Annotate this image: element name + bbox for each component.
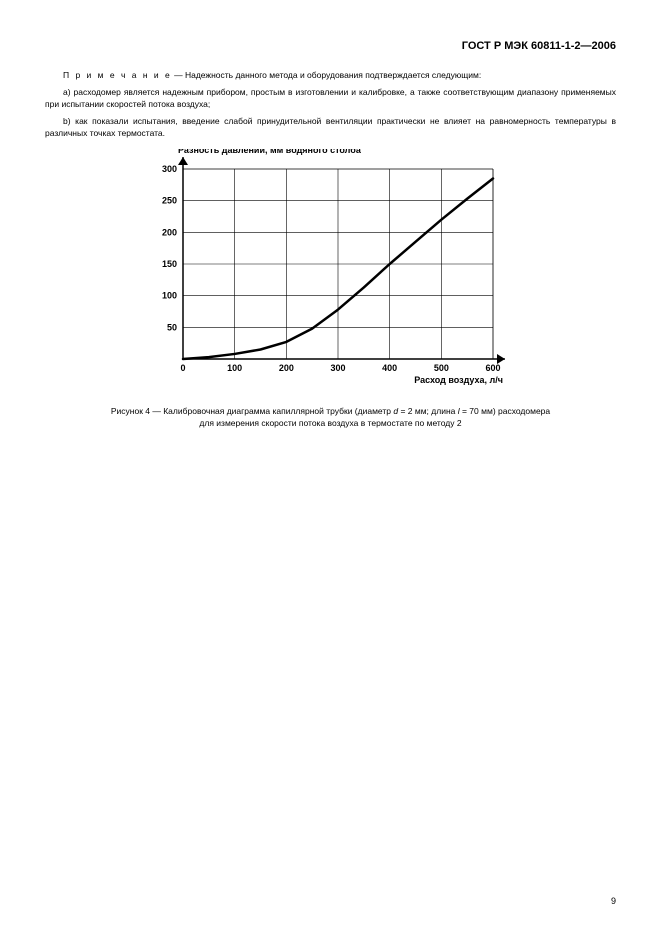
svg-text:150: 150 xyxy=(162,259,177,269)
svg-text:50: 50 xyxy=(167,323,177,333)
svg-text:500: 500 xyxy=(434,363,449,373)
caption-part-3: = 70 мм) расходомера xyxy=(460,406,551,416)
svg-text:400: 400 xyxy=(382,363,397,373)
caption-part-1: Рисунок 4 — Калибровочная диаграмма капи… xyxy=(111,406,394,416)
document-code: ГОСТ Р МЭК 60811-1-2—2006 xyxy=(45,40,616,52)
svg-text:200: 200 xyxy=(162,228,177,238)
note-item-b: b) как показали испытания, введение слаб… xyxy=(45,116,616,139)
note-lead: П р и м е ч а н и е xyxy=(63,70,172,80)
page-number: 9 xyxy=(611,896,616,906)
svg-text:0: 0 xyxy=(180,363,185,373)
note-item-a: a) расходомер является надежным прибором… xyxy=(45,87,616,110)
svg-text:Разность давлений, мм водяного: Разность давлений, мм водяного столба xyxy=(178,149,362,155)
svg-text:Расход воздуха, л/ч: Расход воздуха, л/ч xyxy=(414,375,503,385)
note-intro: П р и м е ч а н и е — Надежность данного… xyxy=(45,70,616,81)
svg-text:600: 600 xyxy=(485,363,500,373)
svg-text:300: 300 xyxy=(330,363,345,373)
svg-text:250: 250 xyxy=(162,196,177,206)
svg-text:200: 200 xyxy=(279,363,294,373)
caption-part-2: = 2 мм; длина xyxy=(398,406,458,416)
note-intro-text: — Надежность данного метода и оборудован… xyxy=(172,70,481,80)
page: ГОСТ Р МЭК 60811-1-2—2006 П р и м е ч а … xyxy=(0,0,661,936)
svg-text:100: 100 xyxy=(162,291,177,301)
caption-line-2: для измерения скорости потока воздуха в … xyxy=(199,418,461,428)
calibration-chart: 0 100 200 300 400 500 600 50 100 150 200 250 300 Разн… xyxy=(143,149,518,394)
svg-text:300: 300 xyxy=(162,164,177,174)
figure-caption: Рисунок 4 — Калибровочная диаграмма капи… xyxy=(45,406,616,430)
chart-container: 0 100 200 300 400 500 600 50 100 150 200 250 300 Разн… xyxy=(45,149,616,394)
svg-text:100: 100 xyxy=(227,363,242,373)
